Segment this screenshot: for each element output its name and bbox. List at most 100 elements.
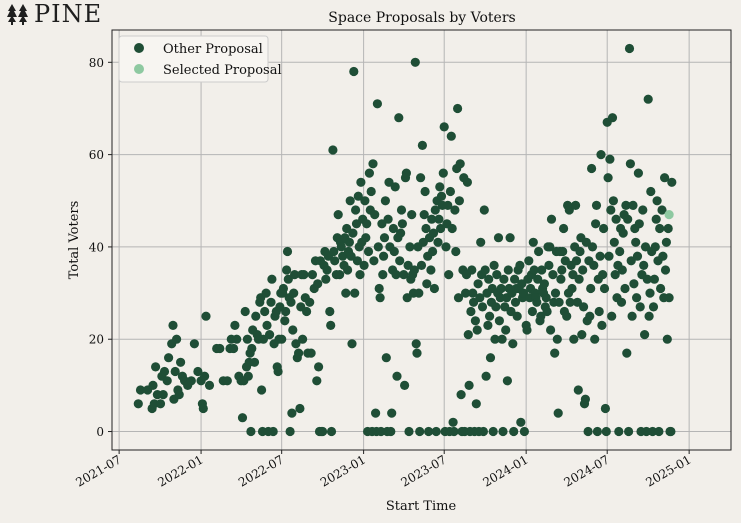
x-tick-label: 2022-07 xyxy=(236,452,286,489)
point-other-proposal xyxy=(603,173,613,183)
point-other-proposal xyxy=(618,228,628,238)
point-other-proposal xyxy=(578,265,588,275)
point-other-proposal xyxy=(436,191,447,201)
point-other-proposal xyxy=(360,196,370,206)
point-other-proposal xyxy=(552,334,562,344)
point-other-proposal xyxy=(639,260,649,270)
point-other-proposal xyxy=(403,260,413,270)
point-other-proposal xyxy=(135,385,146,395)
point-other-proposal xyxy=(537,265,547,275)
x-tick-label: 2022-01 xyxy=(155,452,205,489)
point-other-proposal xyxy=(282,265,292,275)
point-other-proposal xyxy=(282,246,293,257)
point-other-proposal xyxy=(375,293,385,303)
point-other-proposal xyxy=(370,210,380,220)
x-tick-label: 2025-01 xyxy=(643,452,693,489)
point-other-proposal xyxy=(372,99,382,109)
point-other-proposal xyxy=(622,348,632,358)
point-other-proposal xyxy=(527,306,538,317)
point-other-proposal xyxy=(343,265,353,275)
point-other-proposal xyxy=(553,408,563,418)
legend: Other Proposal Selected Proposal xyxy=(118,35,282,83)
point-other-proposal xyxy=(470,316,480,326)
point-other-proposal xyxy=(544,260,554,270)
point-other-proposal xyxy=(416,260,427,270)
point-other-proposal xyxy=(557,265,567,275)
point-other-proposal xyxy=(243,371,253,381)
point-other-proposal xyxy=(450,205,460,215)
point-other-proposal xyxy=(402,293,412,303)
point-selected-proposal xyxy=(664,210,674,220)
point-other-proposal xyxy=(599,223,609,234)
point-other-proposal xyxy=(158,390,168,400)
point-other-proposal xyxy=(505,233,515,243)
point-other-proposal xyxy=(480,265,490,275)
point-other-proposal xyxy=(650,242,660,252)
point-other-proposal xyxy=(451,246,461,257)
point-other-proposal xyxy=(595,251,605,261)
point-other-proposal xyxy=(361,233,371,243)
point-other-proposal xyxy=(318,426,328,437)
point-other-proposal xyxy=(427,214,437,224)
point-other-proposal xyxy=(496,283,506,294)
point-other-proposal xyxy=(640,330,650,340)
point-other-proposal xyxy=(620,283,630,294)
point-other-proposal xyxy=(240,306,250,317)
point-other-proposal xyxy=(589,260,599,270)
point-other-proposal xyxy=(380,196,390,206)
x-tick-label: 2024-07 xyxy=(562,452,612,489)
legend-label-selected: Selected Proposal xyxy=(163,63,282,78)
point-other-proposal xyxy=(387,408,397,418)
point-other-proposal xyxy=(407,210,417,220)
legend-marker-other xyxy=(134,43,144,53)
point-other-proposal xyxy=(666,426,676,437)
point-other-proposal xyxy=(556,274,566,284)
point-other-proposal xyxy=(624,43,635,54)
point-other-proposal xyxy=(591,219,601,229)
point-other-proposal xyxy=(326,426,337,437)
point-other-proposal xyxy=(564,205,574,215)
point-other-proposal xyxy=(371,408,381,418)
point-other-proposal xyxy=(445,186,455,197)
point-other-proposal xyxy=(278,283,288,294)
point-other-proposal xyxy=(585,311,595,321)
point-other-proposal xyxy=(508,339,518,349)
point-other-proposal xyxy=(509,426,519,437)
point-other-proposal xyxy=(580,394,591,404)
x-tick-label: 2021-07 xyxy=(73,452,123,489)
point-other-proposal xyxy=(597,320,607,330)
point-other-proposal xyxy=(477,302,488,312)
point-other-proposal xyxy=(251,311,261,321)
point-other-proposal xyxy=(222,376,232,386)
point-other-proposal xyxy=(488,426,498,437)
point-other-proposal xyxy=(392,371,402,381)
point-other-proposal xyxy=(546,325,556,335)
point-other-proposal xyxy=(414,288,424,298)
point-other-proposal xyxy=(502,376,512,386)
point-other-proposal xyxy=(629,279,639,289)
point-other-proposal xyxy=(654,426,664,437)
point-other-proposal xyxy=(579,302,589,312)
point-other-proposal xyxy=(289,288,299,298)
chart-title: Space Proposals by Voters xyxy=(328,10,515,26)
point-other-proposal xyxy=(510,297,521,307)
point-other-proposal xyxy=(419,210,429,220)
point-other-proposal xyxy=(454,196,464,206)
point-other-proposal xyxy=(168,320,178,330)
point-other-proposal xyxy=(466,306,476,317)
point-other-proposal xyxy=(660,173,670,183)
point-other-proposal xyxy=(176,357,186,367)
point-other-proposal xyxy=(404,426,414,437)
point-other-proposal xyxy=(662,334,672,344)
point-other-proposal xyxy=(162,376,172,386)
point-other-proposal xyxy=(624,426,634,437)
point-other-proposal xyxy=(484,274,494,284)
point-other-proposal xyxy=(509,274,520,284)
point-other-proposal xyxy=(422,279,432,289)
point-other-proposal xyxy=(355,270,365,280)
point-other-proposal xyxy=(363,246,374,257)
point-other-proposal xyxy=(533,274,543,284)
point-other-proposal xyxy=(428,246,438,257)
point-other-proposal xyxy=(193,366,203,377)
point-other-proposal xyxy=(381,353,391,363)
